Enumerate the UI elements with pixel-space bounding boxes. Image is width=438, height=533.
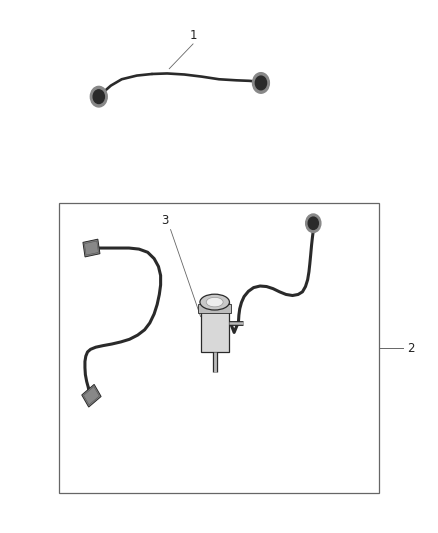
Circle shape xyxy=(308,217,318,229)
Bar xyxy=(85,241,99,255)
Circle shape xyxy=(306,214,321,232)
Bar xyxy=(59,203,379,494)
Text: 2: 2 xyxy=(407,342,415,355)
Circle shape xyxy=(90,86,107,107)
Circle shape xyxy=(255,76,267,90)
Text: 3: 3 xyxy=(161,214,169,227)
Bar xyxy=(201,302,229,352)
Ellipse shape xyxy=(206,297,223,307)
Ellipse shape xyxy=(200,294,230,310)
Bar xyxy=(83,239,100,257)
Bar xyxy=(84,386,99,405)
Circle shape xyxy=(253,72,269,93)
Bar xyxy=(198,304,231,313)
Text: 1: 1 xyxy=(189,29,197,42)
Bar xyxy=(82,384,101,407)
Circle shape xyxy=(93,90,104,103)
